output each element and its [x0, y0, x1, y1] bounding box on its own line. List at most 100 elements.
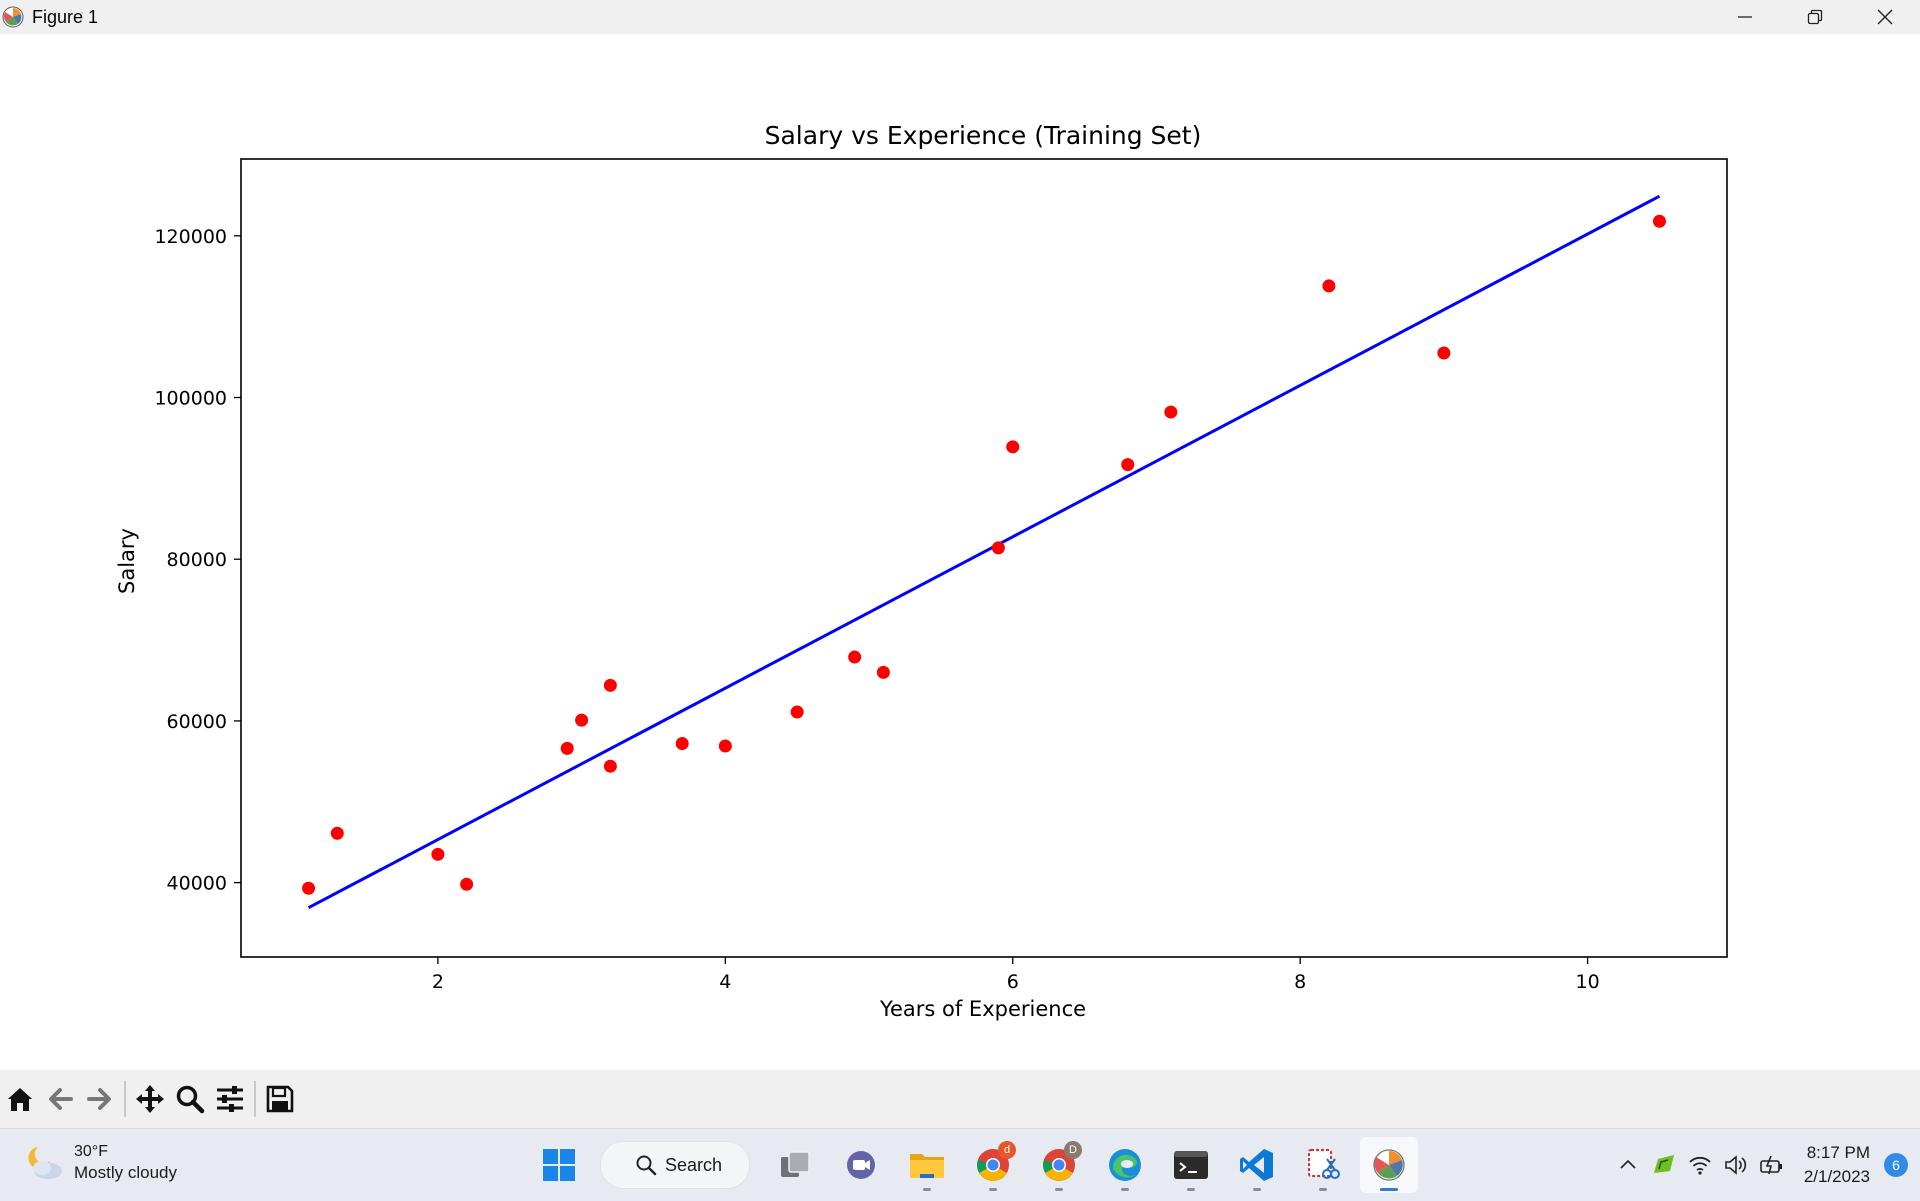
taskbar-app-python-figure[interactable] [1360, 1137, 1418, 1193]
home-icon [8, 1088, 32, 1111]
configure-subplots-button[interactable] [210, 1077, 250, 1121]
window-title: Figure 1 [32, 6, 99, 27]
data-point [790, 705, 804, 719]
close-icon [1877, 9, 1893, 25]
chrome-profile-badge: D [1064, 1141, 1082, 1159]
taskbar-app-edge[interactable] [1096, 1137, 1154, 1193]
y-tick-label: 40000 [167, 873, 227, 895]
back-button[interactable] [40, 1077, 80, 1121]
x-tick-label: 10 [1576, 971, 1600, 993]
windows-taskbar: 30°F Mostly cloudy Search [0, 1128, 1920, 1201]
data-point [1121, 458, 1135, 472]
start-button[interactable] [530, 1137, 588, 1193]
chrome-profile-badge: d [998, 1141, 1016, 1159]
snipping-tool-icon [1308, 1149, 1340, 1179]
back-icon [49, 1088, 73, 1110]
data-point [718, 739, 732, 753]
plot-frame [240, 158, 1728, 958]
toolbar-separator [124, 1081, 126, 1117]
clock-time: 8:17 PM [1806, 1143, 1870, 1162]
system-tray: 8:17 PM 2/1/2023 6 [1610, 1129, 1920, 1201]
taskbar-clock[interactable]: 8:17 PM 2/1/2023 [1804, 1141, 1870, 1189]
active-indicator [1380, 1188, 1398, 1191]
navigation-toolbar [0, 1070, 1920, 1128]
minimize-icon [1738, 16, 1752, 18]
matplotlib-app-icon [2, 6, 24, 28]
close-button[interactable] [1850, 0, 1920, 34]
tray-app-button[interactable] [1646, 1145, 1682, 1185]
task-view-icon [781, 1151, 810, 1177]
speaker-icon [1725, 1155, 1746, 1175]
taskbar-app-vscode[interactable] [1228, 1137, 1286, 1193]
terminal-icon [1174, 1151, 1208, 1179]
x-tick-label: 6 [1007, 971, 1019, 993]
save-icon [266, 1085, 294, 1113]
data-point [302, 881, 316, 895]
configure-subplots-icon [217, 1086, 243, 1112]
clock-date: 2/1/2023 [1803, 1167, 1870, 1186]
taskbar-app-teams[interactable] [832, 1137, 890, 1193]
battery-charging-icon [1760, 1155, 1782, 1175]
save-button[interactable] [260, 1077, 300, 1121]
chart-title: Salary vs Experience (Training Set) [765, 121, 1202, 150]
running-indicator [1253, 1188, 1261, 1191]
data-point [1006, 440, 1020, 454]
data-point [876, 665, 890, 679]
home-button[interactable] [0, 1077, 40, 1121]
zoom-button[interactable] [170, 1077, 210, 1121]
figure-canvas[interactable]: 2 4 6 8 10 40000 60000 80000 100000 120000 Salary… [0, 34, 1920, 1070]
y-tick-label: 120000 [154, 226, 227, 248]
weather-description: Mostly cloudy [74, 1163, 177, 1182]
cloudy-moon-icon [28, 1147, 62, 1179]
battery-button[interactable] [1754, 1145, 1790, 1185]
data-point [560, 741, 574, 755]
y-tick-label: 100000 [154, 388, 227, 410]
windows-start-icon [543, 1149, 575, 1181]
nvidia-tray-icon [1653, 1155, 1674, 1173]
pan-button[interactable] [130, 1077, 170, 1121]
running-indicator [1121, 1188, 1129, 1191]
taskbar-pinned-apps: Search [526, 1137, 1422, 1193]
x-axis-label: Years of Experience [879, 997, 1086, 1021]
taskbar-app-task-view[interactable] [766, 1137, 824, 1193]
restore-button[interactable] [1780, 0, 1850, 34]
forward-icon [87, 1088, 111, 1110]
taskbar-app-chrome-profile[interactable]: D [1030, 1137, 1088, 1193]
restore-icon [1807, 9, 1823, 25]
scatter-chart: 2 4 6 8 10 40000 60000 80000 100000 120000 Salary… [115, 121, 1728, 1021]
notification-count-badge[interactable]: 6 [1884, 1153, 1908, 1177]
search-label: Search [665, 1154, 723, 1175]
python-figure-icon [1373, 1149, 1405, 1181]
vscode-icon [1240, 1149, 1273, 1181]
taskbar-app-terminal[interactable] [1162, 1137, 1220, 1193]
taskbar-app-file-explorer[interactable] [898, 1137, 956, 1193]
data-point [575, 713, 589, 727]
taskbar-app-snipping-tool[interactable] [1294, 1137, 1352, 1193]
data-point [603, 678, 617, 692]
taskbar-app-chrome[interactable]: d [964, 1137, 1022, 1193]
data-point [1164, 405, 1178, 419]
data-point [1652, 214, 1666, 228]
volume-button[interactable] [1718, 1145, 1754, 1185]
forward-button[interactable] [80, 1077, 120, 1121]
data-point [1322, 279, 1336, 293]
network-button[interactable] [1682, 1145, 1718, 1185]
minimize-button[interactable] [1710, 0, 1780, 34]
data-point [1437, 346, 1451, 360]
weather-widget[interactable]: 30°F Mostly cloudy [22, 1141, 177, 1185]
taskbar-search[interactable]: Search [600, 1141, 750, 1189]
file-explorer-icon [910, 1154, 944, 1178]
show-hidden-icons-button[interactable] [1610, 1145, 1646, 1185]
search-icon [636, 1155, 657, 1176]
weather-temperature: 30°F [74, 1143, 108, 1160]
wifi-icon [1689, 1156, 1711, 1175]
toolbar-separator [254, 1081, 256, 1117]
data-point [848, 650, 862, 664]
chevron-up-icon [1620, 1159, 1636, 1169]
y-tick-label: 60000 [167, 711, 227, 733]
running-indicator [989, 1188, 997, 1191]
running-indicator [1187, 1188, 1195, 1191]
edge-icon [1109, 1149, 1141, 1181]
regression-line [307, 194, 1661, 910]
data-point [603, 759, 617, 773]
